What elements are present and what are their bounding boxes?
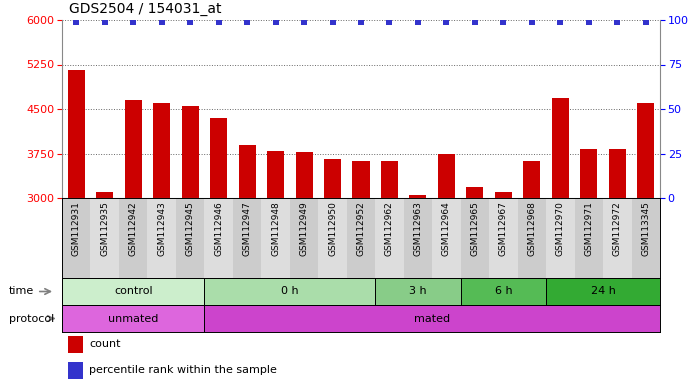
- Bar: [176, 198, 205, 278]
- Text: GSM112949: GSM112949: [299, 201, 309, 256]
- Text: 3 h: 3 h: [409, 286, 426, 296]
- Text: GSM112931: GSM112931: [72, 201, 81, 256]
- Text: GSM112946: GSM112946: [214, 201, 223, 256]
- Bar: [603, 198, 632, 278]
- Text: GSM112943: GSM112943: [157, 201, 166, 256]
- Text: percentile rank within the sample: percentile rank within the sample: [89, 366, 277, 376]
- Text: GSM112950: GSM112950: [328, 201, 337, 256]
- Bar: [376, 198, 403, 278]
- Text: GSM112942: GSM112942: [128, 201, 138, 256]
- Bar: [403, 198, 432, 278]
- Bar: [376, 278, 461, 305]
- Text: GSM112965: GSM112965: [470, 201, 480, 256]
- Bar: [580, 149, 597, 198]
- Bar: [119, 198, 147, 278]
- Bar: [68, 362, 83, 379]
- Text: GSM112962: GSM112962: [385, 201, 394, 256]
- Bar: [153, 103, 170, 198]
- Bar: [181, 106, 199, 198]
- Bar: [62, 278, 205, 305]
- Text: unmated: unmated: [108, 313, 158, 323]
- Bar: [574, 198, 603, 278]
- Text: 6 h: 6 h: [495, 286, 512, 296]
- Bar: [233, 198, 261, 278]
- Bar: [489, 198, 518, 278]
- Bar: [125, 100, 142, 198]
- Text: protocol: protocol: [9, 313, 54, 323]
- Bar: [552, 98, 569, 198]
- Text: count: count: [89, 339, 121, 349]
- Bar: [438, 154, 455, 198]
- Bar: [147, 198, 176, 278]
- Bar: [68, 70, 84, 198]
- Bar: [62, 198, 91, 278]
- Bar: [381, 161, 398, 198]
- Text: GSM112948: GSM112948: [271, 201, 280, 256]
- Text: mated: mated: [414, 313, 450, 323]
- Text: GSM113345: GSM113345: [641, 201, 651, 256]
- Bar: [518, 198, 546, 278]
- Bar: [205, 198, 233, 278]
- Bar: [546, 278, 660, 305]
- Bar: [96, 192, 113, 198]
- Text: GSM112971: GSM112971: [584, 201, 593, 256]
- Bar: [352, 161, 369, 198]
- Bar: [261, 198, 290, 278]
- Bar: [609, 149, 626, 198]
- Bar: [432, 198, 461, 278]
- Bar: [318, 198, 347, 278]
- Bar: [205, 278, 376, 305]
- Text: GSM112970: GSM112970: [556, 201, 565, 256]
- Bar: [410, 195, 426, 198]
- Bar: [466, 187, 484, 198]
- Bar: [347, 198, 376, 278]
- Text: GSM112967: GSM112967: [499, 201, 508, 256]
- Text: GSM112935: GSM112935: [101, 201, 109, 256]
- Bar: [239, 145, 255, 198]
- Bar: [524, 161, 540, 198]
- Bar: [62, 305, 205, 332]
- Bar: [632, 198, 660, 278]
- Bar: [637, 103, 654, 198]
- Text: time: time: [9, 286, 34, 296]
- Text: GSM112964: GSM112964: [442, 201, 451, 256]
- Bar: [91, 198, 119, 278]
- Text: GSM112952: GSM112952: [357, 201, 366, 256]
- Bar: [461, 278, 546, 305]
- Text: GSM112945: GSM112945: [186, 201, 195, 256]
- Text: 0 h: 0 h: [281, 286, 299, 296]
- Text: control: control: [114, 286, 152, 296]
- Bar: [68, 336, 83, 353]
- Bar: [210, 118, 227, 198]
- Bar: [267, 151, 284, 198]
- Text: GSM112963: GSM112963: [413, 201, 422, 256]
- Bar: [295, 152, 313, 198]
- Text: GSM112968: GSM112968: [528, 201, 536, 256]
- Text: GSM112947: GSM112947: [243, 201, 251, 256]
- Bar: [324, 159, 341, 198]
- Bar: [461, 198, 489, 278]
- Bar: [290, 198, 318, 278]
- Bar: [546, 198, 574, 278]
- Bar: [495, 192, 512, 198]
- Text: GDS2504 / 154031_at: GDS2504 / 154031_at: [69, 2, 221, 16]
- Text: GSM112972: GSM112972: [613, 201, 622, 256]
- Text: 24 h: 24 h: [591, 286, 616, 296]
- Bar: [205, 305, 660, 332]
